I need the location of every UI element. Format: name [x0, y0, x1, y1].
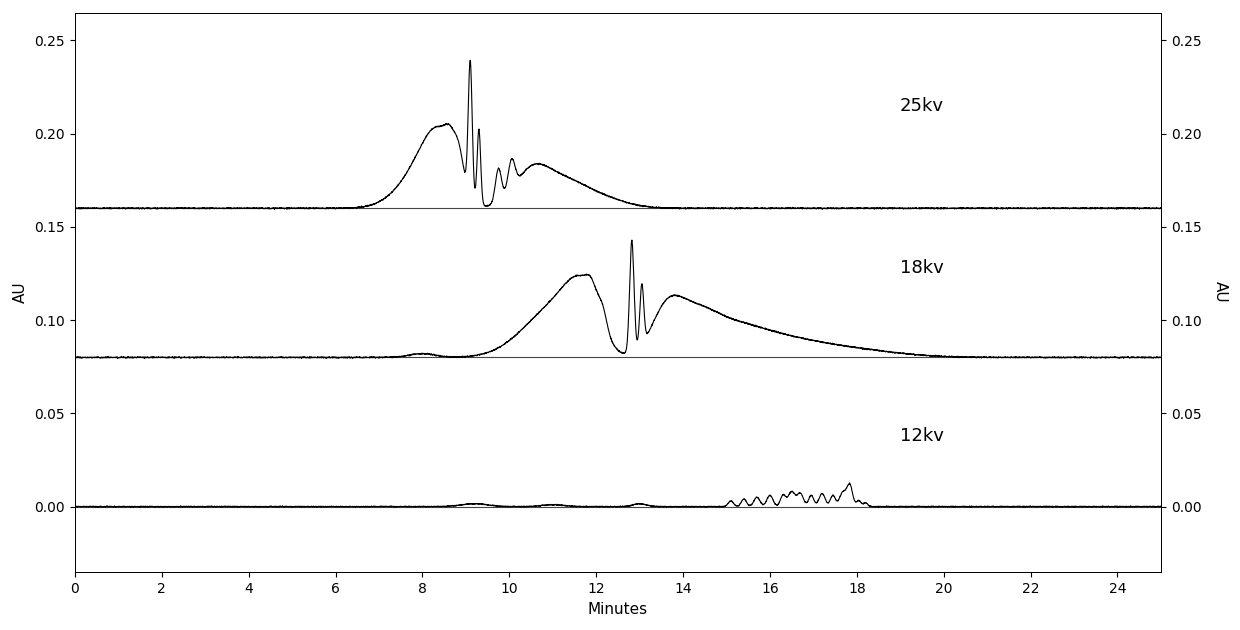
Text: 12kv: 12kv [900, 427, 944, 445]
X-axis label: Minutes: Minutes [588, 602, 649, 617]
Y-axis label: AU: AU [12, 282, 27, 303]
Text: 18kv: 18kv [900, 259, 944, 277]
Y-axis label: AU: AU [1213, 282, 1228, 303]
Text: 25kv: 25kv [900, 97, 944, 115]
